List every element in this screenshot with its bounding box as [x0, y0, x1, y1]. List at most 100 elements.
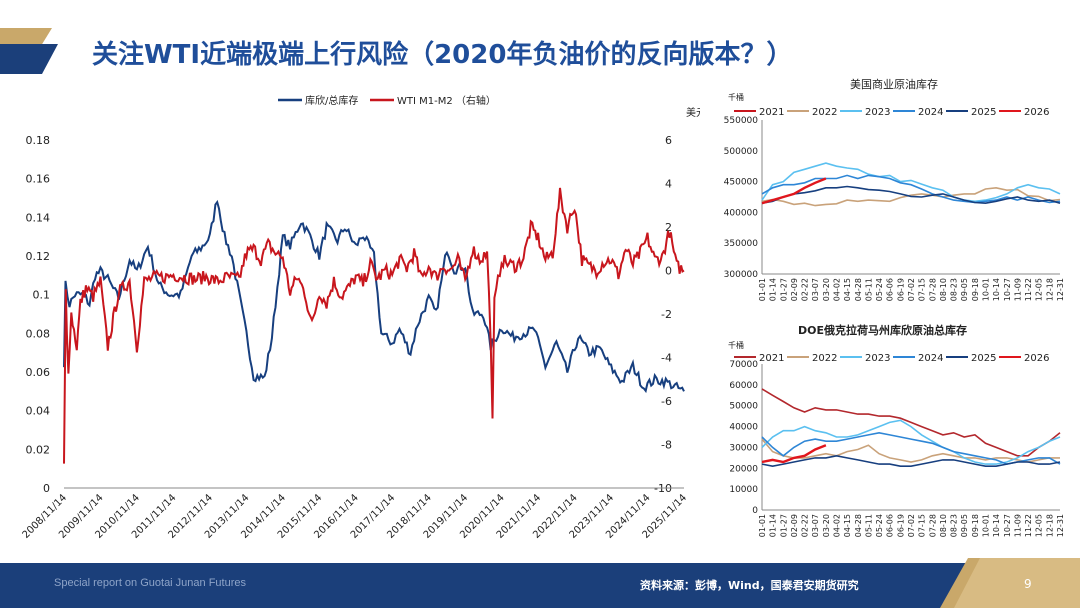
series-line-cushing-ratio — [63, 199, 685, 394]
legend-label-2024: 2024 — [918, 107, 943, 118]
x-axis-tick-label: 10-14 — [992, 514, 1001, 537]
left-axis-tick-label: 0.16 — [26, 173, 51, 186]
x-axis-tick-label: 10-27 — [1003, 278, 1012, 301]
x-axis-tick-label: 04-02 — [833, 278, 842, 301]
left-axis-tick-label: 0.12 — [26, 250, 51, 263]
left-axis-tick-label: 0.14 — [26, 211, 51, 224]
y-axis-tick-label: 350000 — [724, 239, 759, 249]
x-axis-tick-label: 06-19 — [896, 278, 905, 301]
x-axis-tick-label: 12-18 — [1045, 514, 1054, 537]
x-axis-tick-label: 10-01 — [982, 514, 991, 537]
legend-label-2022: 2022 — [812, 353, 837, 364]
x-axis-tick-label: 10-01 — [982, 278, 991, 301]
left-axis-tick-label: 0.08 — [26, 327, 51, 340]
x-axis-tick-label: 08-10 — [939, 278, 948, 301]
right-axis-tick-label: -4 — [661, 352, 672, 365]
x-axis-tick-label: 03-07 — [811, 514, 820, 537]
right-axis-tick-label: -2 — [661, 308, 672, 321]
x-axis-tick-label: 07-02 — [907, 514, 916, 537]
chart-title: 美国商业原油库存 — [850, 77, 938, 91]
x-axis-tick-label: 02-09 — [790, 514, 799, 537]
legend-label-wti-spread: WTI M1-M2 （右轴） — [397, 94, 496, 107]
series-line-2026 — [761, 444, 827, 464]
y-axis-unit: 千桶 — [728, 340, 744, 350]
right-axis-unit: 美元/桶 — [686, 106, 700, 119]
left-axis-tick-label: 0.04 — [26, 405, 51, 418]
x-axis-tick-label: 07-15 — [918, 278, 927, 301]
x-axis-tick-label: 08-23 — [950, 278, 959, 301]
right-axis-tick-label: 6 — [665, 134, 672, 147]
series-line-2023 — [761, 162, 1061, 203]
x-axis-tick-label: 12-05 — [1035, 514, 1044, 537]
left-axis-tick-label: 0.06 — [26, 366, 51, 379]
legend-label-2023: 2023 — [865, 107, 890, 118]
x-axis-tick-label: 08-10 — [939, 514, 948, 537]
x-axis-tick-label: 09-05 — [960, 514, 969, 537]
x-axis-tick-label: 05-11 — [864, 278, 873, 301]
x-axis-tick-label: 05-24 — [875, 514, 884, 537]
page-number: 9 — [1024, 577, 1032, 591]
legend-label-2023: 2023 — [865, 353, 890, 364]
page-title: 关注WTI近端极端上行风险（2020年负油价的反向版本？） — [92, 40, 793, 70]
x-axis-tick-label: 11-22 — [1024, 514, 1033, 537]
x-axis-tick-label: 01-14 — [769, 514, 778, 537]
y-axis-tick-label: 30000 — [729, 443, 758, 453]
series-line-2026 — [761, 177, 827, 205]
series-line-wti-spread — [63, 187, 685, 464]
footer-text: Special report on Guotai Junan Futures — [54, 577, 247, 589]
x-axis-tick-label: 01-14 — [769, 278, 778, 301]
series-line-2022 — [761, 186, 1061, 207]
legend-label-2025: 2025 — [971, 353, 996, 364]
y-axis-tick-label: 400000 — [724, 208, 759, 218]
left-axis-tick-label: 0 — [43, 482, 50, 495]
footer-bar — [0, 563, 1080, 608]
x-axis-tick-label: 12-31 — [1056, 278, 1065, 301]
x-axis-tick-label: 07-15 — [918, 514, 927, 537]
x-axis-tick-label: 12-05 — [1035, 278, 1044, 301]
series-line-2022 — [761, 438, 1060, 463]
x-axis-tick-label: 07-28 — [928, 514, 937, 537]
y-axis-tick-label: 40000 — [729, 423, 758, 433]
main-chart: 库欣/总库存 WTI M1-M2 （右轴） 0.18 0.16 0.14 0.12 0.1 0… — [21, 94, 700, 541]
x-axis-tick-label: 06-06 — [886, 278, 895, 301]
legend-label-2026: 2026 — [1024, 107, 1049, 118]
series-line-2023 — [761, 419, 1061, 465]
x-axis-tick-label: 04-15 — [843, 514, 852, 537]
x-axis-tick-label: 01-27 — [779, 514, 788, 537]
y-axis-tick-label: 20000 — [729, 464, 758, 474]
left-axis-tick-label: 0.1 — [33, 289, 51, 302]
y-axis-tick-label: 500000 — [724, 147, 759, 157]
x-axis-tick-label: 07-02 — [907, 278, 916, 301]
footer-decoration — [940, 558, 1080, 608]
series-line-2025 — [761, 454, 1061, 468]
x-axis-tick-label: 12-18 — [1045, 278, 1054, 301]
x-axis-tick-label: 05-11 — [864, 514, 873, 537]
legend-label-cushing-ratio: 库欣/总库存 — [305, 94, 358, 107]
y-axis-tick-label: 300000 — [724, 270, 759, 280]
x-axis-tick-label: 09-18 — [971, 278, 980, 301]
x-axis-tick-label: 12-31 — [1056, 514, 1065, 537]
series-line-2021 — [761, 388, 1061, 457]
x-axis-tick-label: 08-23 — [950, 514, 959, 537]
x-axis-tick-label: 03-20 — [822, 514, 831, 537]
legend-label-2026: 2026 — [1024, 353, 1049, 364]
x-axis-tick-label: 04-15 — [843, 278, 852, 301]
left-axis-tick-label: 0.02 — [26, 443, 51, 456]
legend-label-2021: 2021 — [759, 107, 784, 118]
x-axis-tick-label: 05-24 — [875, 278, 884, 301]
y-axis-tick-label: 60000 — [729, 381, 758, 391]
right-axis-tick-label: -8 — [661, 439, 672, 452]
x-axis-tick-label: 02-09 — [790, 278, 799, 301]
x-axis-tick-label: 01-01 — [758, 278, 767, 301]
y-axis-tick-label: 550000 — [724, 116, 759, 126]
x-axis-tick-label: 03-20 — [822, 278, 831, 301]
x-axis-tick-label: 02-22 — [801, 278, 810, 301]
source-note: 资料来源：彭博，Wind，国泰君安期货研究 — [640, 579, 859, 592]
x-axis-tick-label: 01-27 — [779, 278, 788, 301]
legend-label-2022: 2022 — [812, 107, 837, 118]
x-axis-tick-label: 07-28 — [928, 278, 937, 301]
x-axis-tick-label: 04-02 — [833, 514, 842, 537]
y-axis-tick-label: 70000 — [729, 360, 758, 370]
y-axis-tick-label: 450000 — [724, 178, 759, 188]
x-axis-tick-label: 09-18 — [971, 514, 980, 537]
